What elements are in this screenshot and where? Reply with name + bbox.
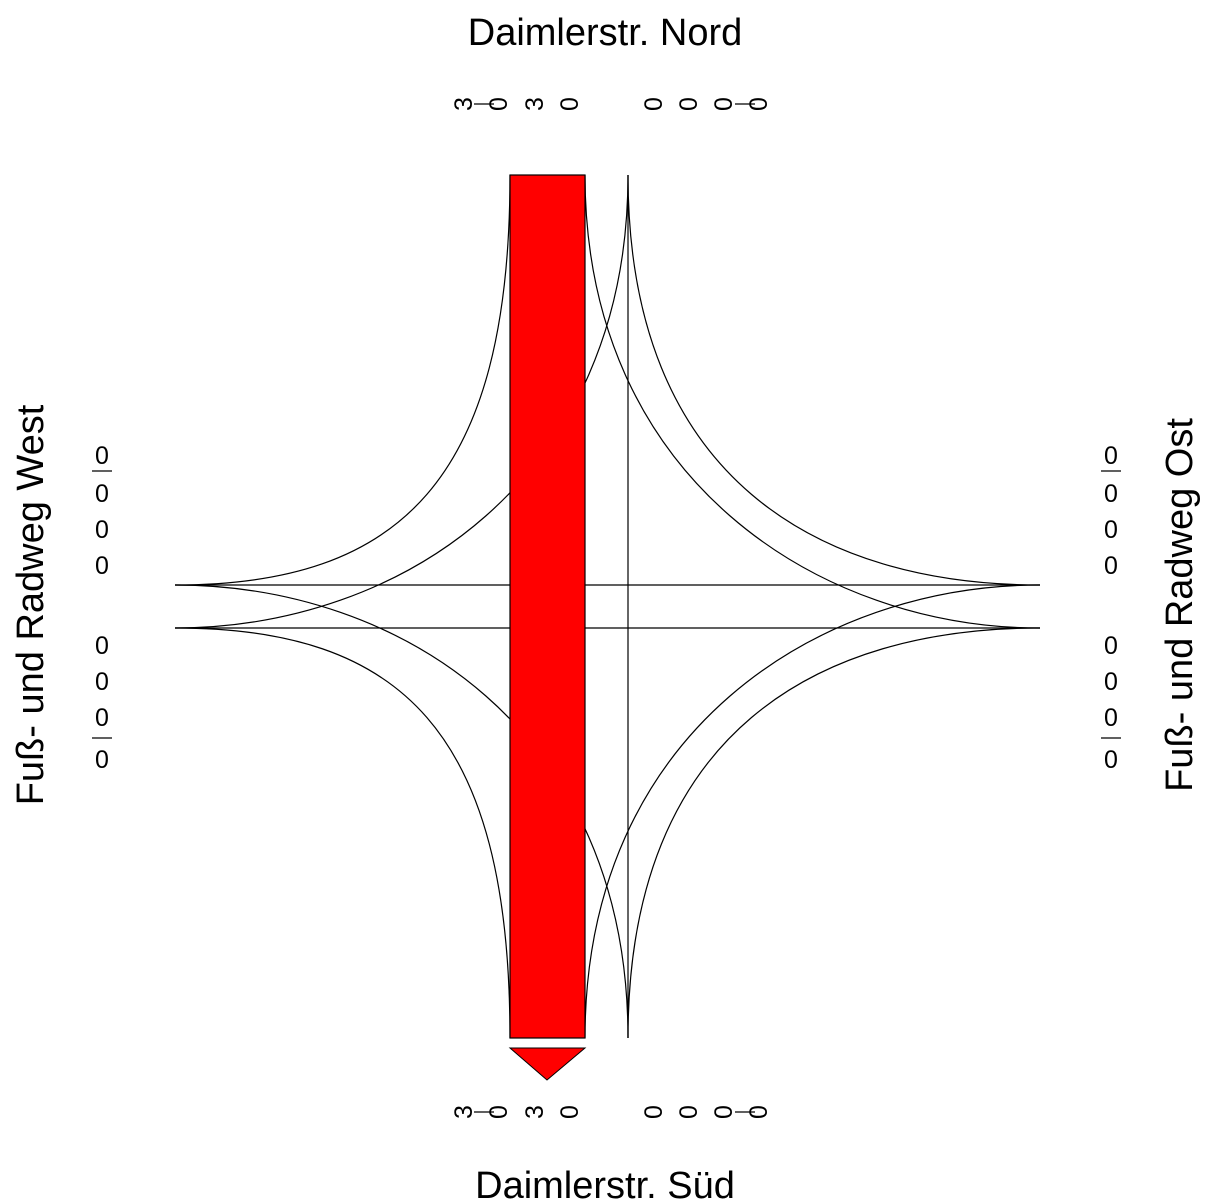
count-east-lower-1: 0 [1104,668,1118,696]
count-east-lower-3: 0 [1104,746,1118,774]
count-north-in-3: 0 [556,97,584,111]
count-north-out-1: 0 [675,97,703,111]
flow-south-west-inner [174,584,629,1039]
arm-title-north: Daimlerstr. Nord [468,12,743,54]
count-north-out-3: 0 [745,97,773,111]
arm-title-east: Fuß- und Radweg Ost [1159,418,1201,792]
flow-north-east-outer [627,174,1041,586]
count-south-out-2: 0 [710,1105,738,1119]
count-west-lower-3: 0 [95,746,109,774]
main-flow-band [509,174,586,1039]
count-south-in-1: 0 [485,1105,513,1119]
count-west-lower-1: 0 [95,668,109,696]
count-south-out-0: 0 [640,1105,668,1119]
flow-north-west-outer [174,174,511,586]
count-south-out-3: 0 [745,1105,773,1119]
count-south-in-2: 3 [521,1105,549,1119]
arm-title-west: Fuß- und Radweg West [10,404,52,805]
west-counts: 0 0 0 0 0 0 0 0 [92,442,112,774]
count-east-upper-3: 0 [1104,552,1118,580]
count-west-upper-0: 0 [95,442,109,470]
count-north-out-2: 0 [710,97,738,111]
count-west-lower-2: 0 [95,704,109,732]
count-north-in-2: 3 [521,97,549,111]
count-west-upper-2: 0 [95,516,109,544]
count-east-lower-0: 0 [1104,632,1118,660]
count-west-upper-1: 0 [95,480,109,508]
north-counts: 3 0 3 0 0 0 0 0 [450,97,773,111]
count-east-lower-2: 0 [1104,704,1118,732]
count-south-in-3: 0 [556,1105,584,1119]
count-south-in-0: 3 [450,1105,478,1119]
flow-lines [174,174,1041,1039]
count-south-out-1: 0 [675,1105,703,1119]
count-north-in-1: 0 [485,97,513,111]
flow-south-west-outer [174,627,511,1039]
flow-north-east-inner [584,174,1041,629]
flow-south-east-outer [627,627,1041,1039]
count-west-lower-0: 0 [95,632,109,660]
flow-south-east-inner [584,584,1041,1039]
south-counts: 3 0 3 0 0 0 0 0 [450,1105,773,1119]
main-flow-arrowhead [508,1047,587,1081]
count-north-out-0: 0 [640,97,668,111]
arm-title-south: Daimlerstr. Süd [475,1165,735,1204]
count-east-upper-0: 0 [1104,442,1118,470]
count-east-upper-1: 0 [1104,480,1118,508]
flow-north-west-inner [174,174,629,629]
count-north-in-0: 3 [450,97,478,111]
count-east-upper-2: 0 [1104,516,1118,544]
east-counts: 0 0 0 0 0 0 0 0 [1101,442,1121,774]
count-west-upper-3: 0 [95,552,109,580]
